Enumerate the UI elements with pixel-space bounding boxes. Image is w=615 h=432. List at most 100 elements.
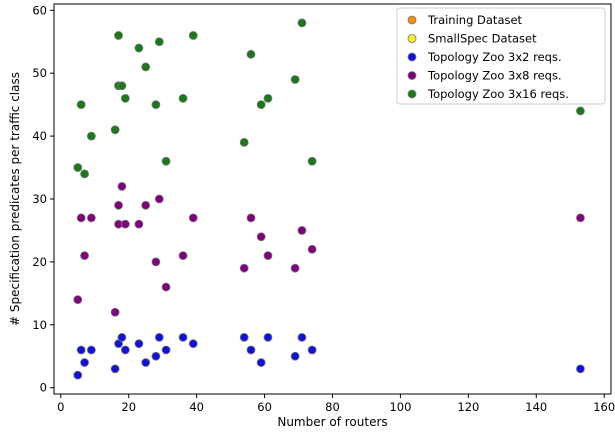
series-2-point	[86, 345, 96, 355]
legend-label: Topology Zoo 3x16 reqs.	[427, 87, 569, 101]
series-4-point	[256, 100, 266, 110]
legend-marker	[407, 34, 417, 43]
x-tick-label: 100	[389, 400, 411, 414]
series-2-point	[154, 332, 164, 342]
series-4-point	[161, 156, 171, 166]
series-2-point	[76, 345, 86, 355]
series-3-point	[151, 257, 161, 267]
y-tick-label: 30	[32, 192, 47, 206]
series-2-point	[110, 364, 120, 374]
x-tick-label: 80	[325, 400, 340, 414]
x-tick-label: 60	[257, 400, 272, 414]
series-4-point	[73, 163, 83, 172]
series-4-point	[134, 43, 144, 53]
series-2-point	[134, 339, 144, 349]
legend-marker	[407, 71, 417, 80]
series-3-point	[73, 295, 83, 305]
series-4-point	[117, 81, 127, 91]
series-3-point	[86, 213, 96, 223]
legend-label: Training Dataset	[427, 13, 523, 27]
y-axis-ticks: 0 10 20 30 40 50 60	[32, 3, 54, 395]
series-2-point	[161, 345, 171, 355]
x-tick-label: 160	[593, 400, 615, 414]
points-layer	[73, 18, 585, 380]
series-4-point	[178, 93, 188, 103]
legend-marker	[407, 52, 417, 62]
x-axis-ticks: 0 20 40 60 80 100 120 140 160	[57, 394, 615, 414]
x-tick-label: 0	[57, 400, 64, 414]
series-3-point	[239, 263, 249, 273]
series-3-point	[154, 194, 164, 204]
y-tick-label: 40	[32, 129, 47, 143]
series-4-point	[80, 169, 89, 179]
series-3-point	[178, 251, 188, 261]
series-3-point	[141, 200, 151, 210]
series-2-point	[120, 345, 130, 355]
series-3-point	[110, 307, 120, 317]
y-tick-label: 50	[32, 66, 47, 80]
series-2-point	[263, 332, 273, 342]
series-2-point	[117, 332, 127, 342]
series-4-point	[576, 106, 585, 116]
series-3-point	[114, 200, 123, 210]
x-axis-label: Number of routers	[277, 415, 387, 429]
series-4-point	[290, 75, 300, 84]
series-2-point	[576, 364, 585, 374]
series-3-point	[134, 219, 144, 229]
series-3-point	[80, 251, 89, 261]
series-2-point	[141, 358, 151, 367]
series-2-point	[80, 358, 89, 367]
series-4-point	[154, 37, 164, 47]
series-2-point	[188, 339, 198, 349]
legend-label: SmallSpec Dataset	[428, 32, 537, 46]
y-tick-label: 10	[32, 318, 47, 332]
series-2-point	[239, 332, 249, 342]
series-4-point	[114, 31, 123, 40]
series-2-point	[256, 358, 266, 367]
series-4-point	[76, 100, 86, 110]
y-tick-label: 60	[32, 3, 47, 17]
series-3-point	[256, 232, 266, 242]
series-3-point	[290, 263, 300, 273]
x-tick-label: 120	[457, 400, 479, 414]
legend-label: Topology Zoo 3x2 reqs.	[427, 50, 562, 64]
series-4-point	[86, 131, 96, 141]
series-3-point	[576, 213, 585, 223]
series-2-point	[151, 351, 161, 361]
series-3-point	[161, 282, 171, 292]
series-3-point	[188, 213, 198, 223]
series-2-point	[178, 332, 188, 342]
series-4-point	[120, 93, 130, 103]
y-axis-label: # Specification predicates per traffic c…	[8, 72, 22, 326]
series-4-point	[110, 125, 120, 135]
legend-marker	[407, 15, 417, 25]
x-tick-label: 140	[525, 400, 547, 414]
series-3-point	[297, 226, 307, 235]
legend: Training Dataset SmallSpec Dataset Topolog…	[396, 7, 606, 105]
y-tick-label: 0	[40, 381, 47, 395]
legend-marker	[407, 89, 417, 99]
series-2-point	[307, 345, 317, 355]
series-3-point	[120, 219, 130, 229]
series-2-point	[246, 345, 256, 355]
x-tick-label: 20	[121, 400, 136, 414]
legend-box	[396, 7, 606, 105]
series-3-point	[117, 182, 127, 191]
series-4-point	[239, 137, 249, 147]
series-3-point	[263, 251, 273, 261]
x-tick-label: 40	[189, 400, 204, 414]
legend-label: Topology Zoo 3x8 reqs.	[427, 69, 562, 83]
series-4-point	[188, 31, 198, 40]
series-3-point	[307, 244, 317, 254]
series-4-point	[151, 100, 161, 110]
y-tick-label: 20	[32, 255, 47, 269]
series-2-point	[297, 332, 307, 342]
series-4-point	[263, 93, 273, 103]
series-2-point	[73, 370, 83, 380]
series-4-point	[141, 62, 151, 72]
series-4-point	[307, 156, 317, 166]
series-3-point	[76, 213, 86, 223]
series-4-point	[246, 49, 256, 59]
series-4-point	[297, 18, 307, 28]
